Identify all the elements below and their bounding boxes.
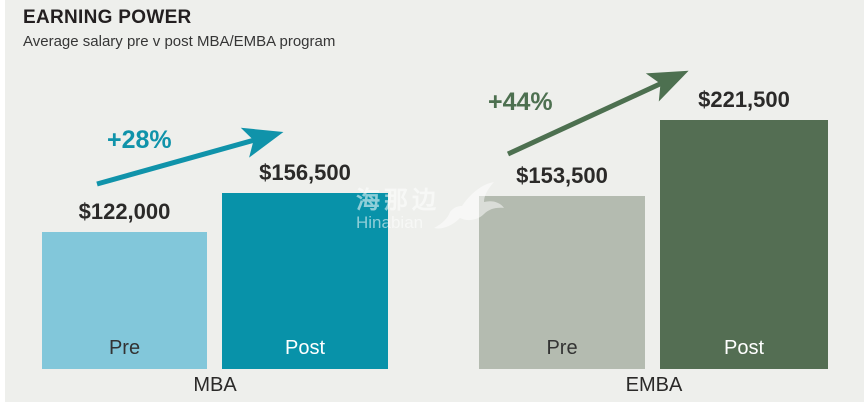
chart-title: EARNING POWER xyxy=(23,7,192,28)
value-mba-post: $156,500 xyxy=(259,160,351,185)
group-label-emba: EMBA xyxy=(625,374,683,396)
bar-emba-pre-label: Pre xyxy=(546,337,578,359)
value-emba-post: $221,500 xyxy=(698,87,790,112)
bar-emba-post-label: Post xyxy=(723,337,765,359)
growth-arrow-emba xyxy=(506,70,689,157)
bar-emba-pre: Pre xyxy=(479,196,645,369)
bar-mba-pre-label: Pre xyxy=(108,337,141,359)
value-emba-pre: $153,500 xyxy=(516,163,608,188)
bar-emba-post: Post xyxy=(660,120,828,369)
chart-subtitle: Average salary pre v post MBA/EMBA progr… xyxy=(23,33,336,50)
group-label-mba: MBA xyxy=(193,374,237,396)
bar-mba-post-label: Post xyxy=(284,337,326,359)
watermark-bird-icon xyxy=(434,182,504,229)
growth-arrow-mba xyxy=(96,127,284,187)
bar-mba-pre: Pre xyxy=(42,232,207,369)
value-mba-pre: $122,000 xyxy=(78,199,171,224)
pct-change-emba: +44% xyxy=(488,88,553,116)
bar-mba-post: Post xyxy=(222,193,388,369)
pct-change-mba: +28% xyxy=(107,126,172,154)
